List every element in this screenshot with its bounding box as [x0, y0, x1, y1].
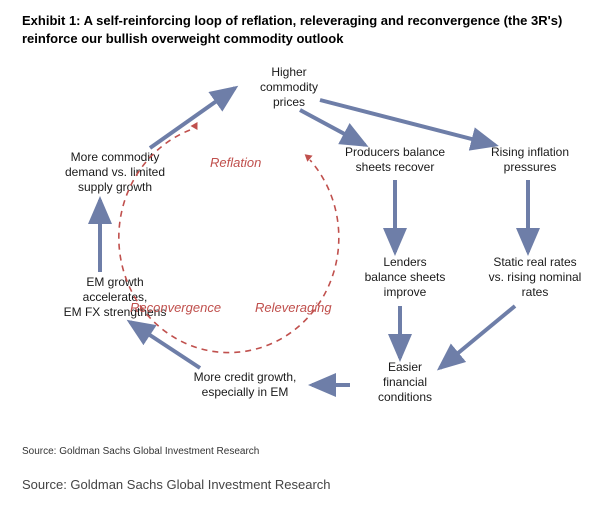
node-rising-inflation: Rising inflation pressures: [475, 145, 585, 175]
node-more-demand: More commodity demand vs. limited supply…: [45, 150, 185, 195]
node-credit-growth: More credit growth, especially in EM: [175, 370, 315, 400]
node-higher-prices: Higher commodity prices: [234, 65, 344, 110]
solid-arrows: [100, 88, 528, 385]
source-outer: Source: Goldman Sachs Global Investment …: [22, 477, 331, 492]
node-lenders: Lenders balance sheets improve: [350, 255, 460, 300]
label-releveraging: Releveraging: [255, 300, 332, 315]
arrow-more_demand-to-higher_prices: [150, 88, 235, 148]
label-reflation: Reflation: [210, 155, 261, 170]
diagram-page: Exhibit 1: A self-reinforcing loop of re…: [0, 0, 600, 512]
arrow-higher_prices-to-producers: [300, 110, 365, 145]
node-static-rates: Static real rates vs. rising nominal rat…: [475, 255, 595, 300]
label-reconvergence: Reconvergence: [130, 300, 221, 315]
node-producers: Producers balance sheets recover: [330, 145, 460, 175]
node-easier-fc: Easier financial conditions: [355, 360, 455, 405]
arrow-credit_growth-to-em_growth: [130, 322, 200, 368]
dashed-arrowhead-1: [305, 152, 314, 162]
source-inner: Source: Goldman Sachs Global Investment …: [22, 446, 259, 457]
arrow-higher_prices-to-rising_inflation: [320, 100, 495, 145]
exhibit-title: Exhibit 1: A self-reinforcing loop of re…: [22, 12, 578, 47]
dashed-arrowhead-0: [191, 120, 201, 130]
arrow-static_rates-to-easier_fc: [440, 306, 515, 368]
